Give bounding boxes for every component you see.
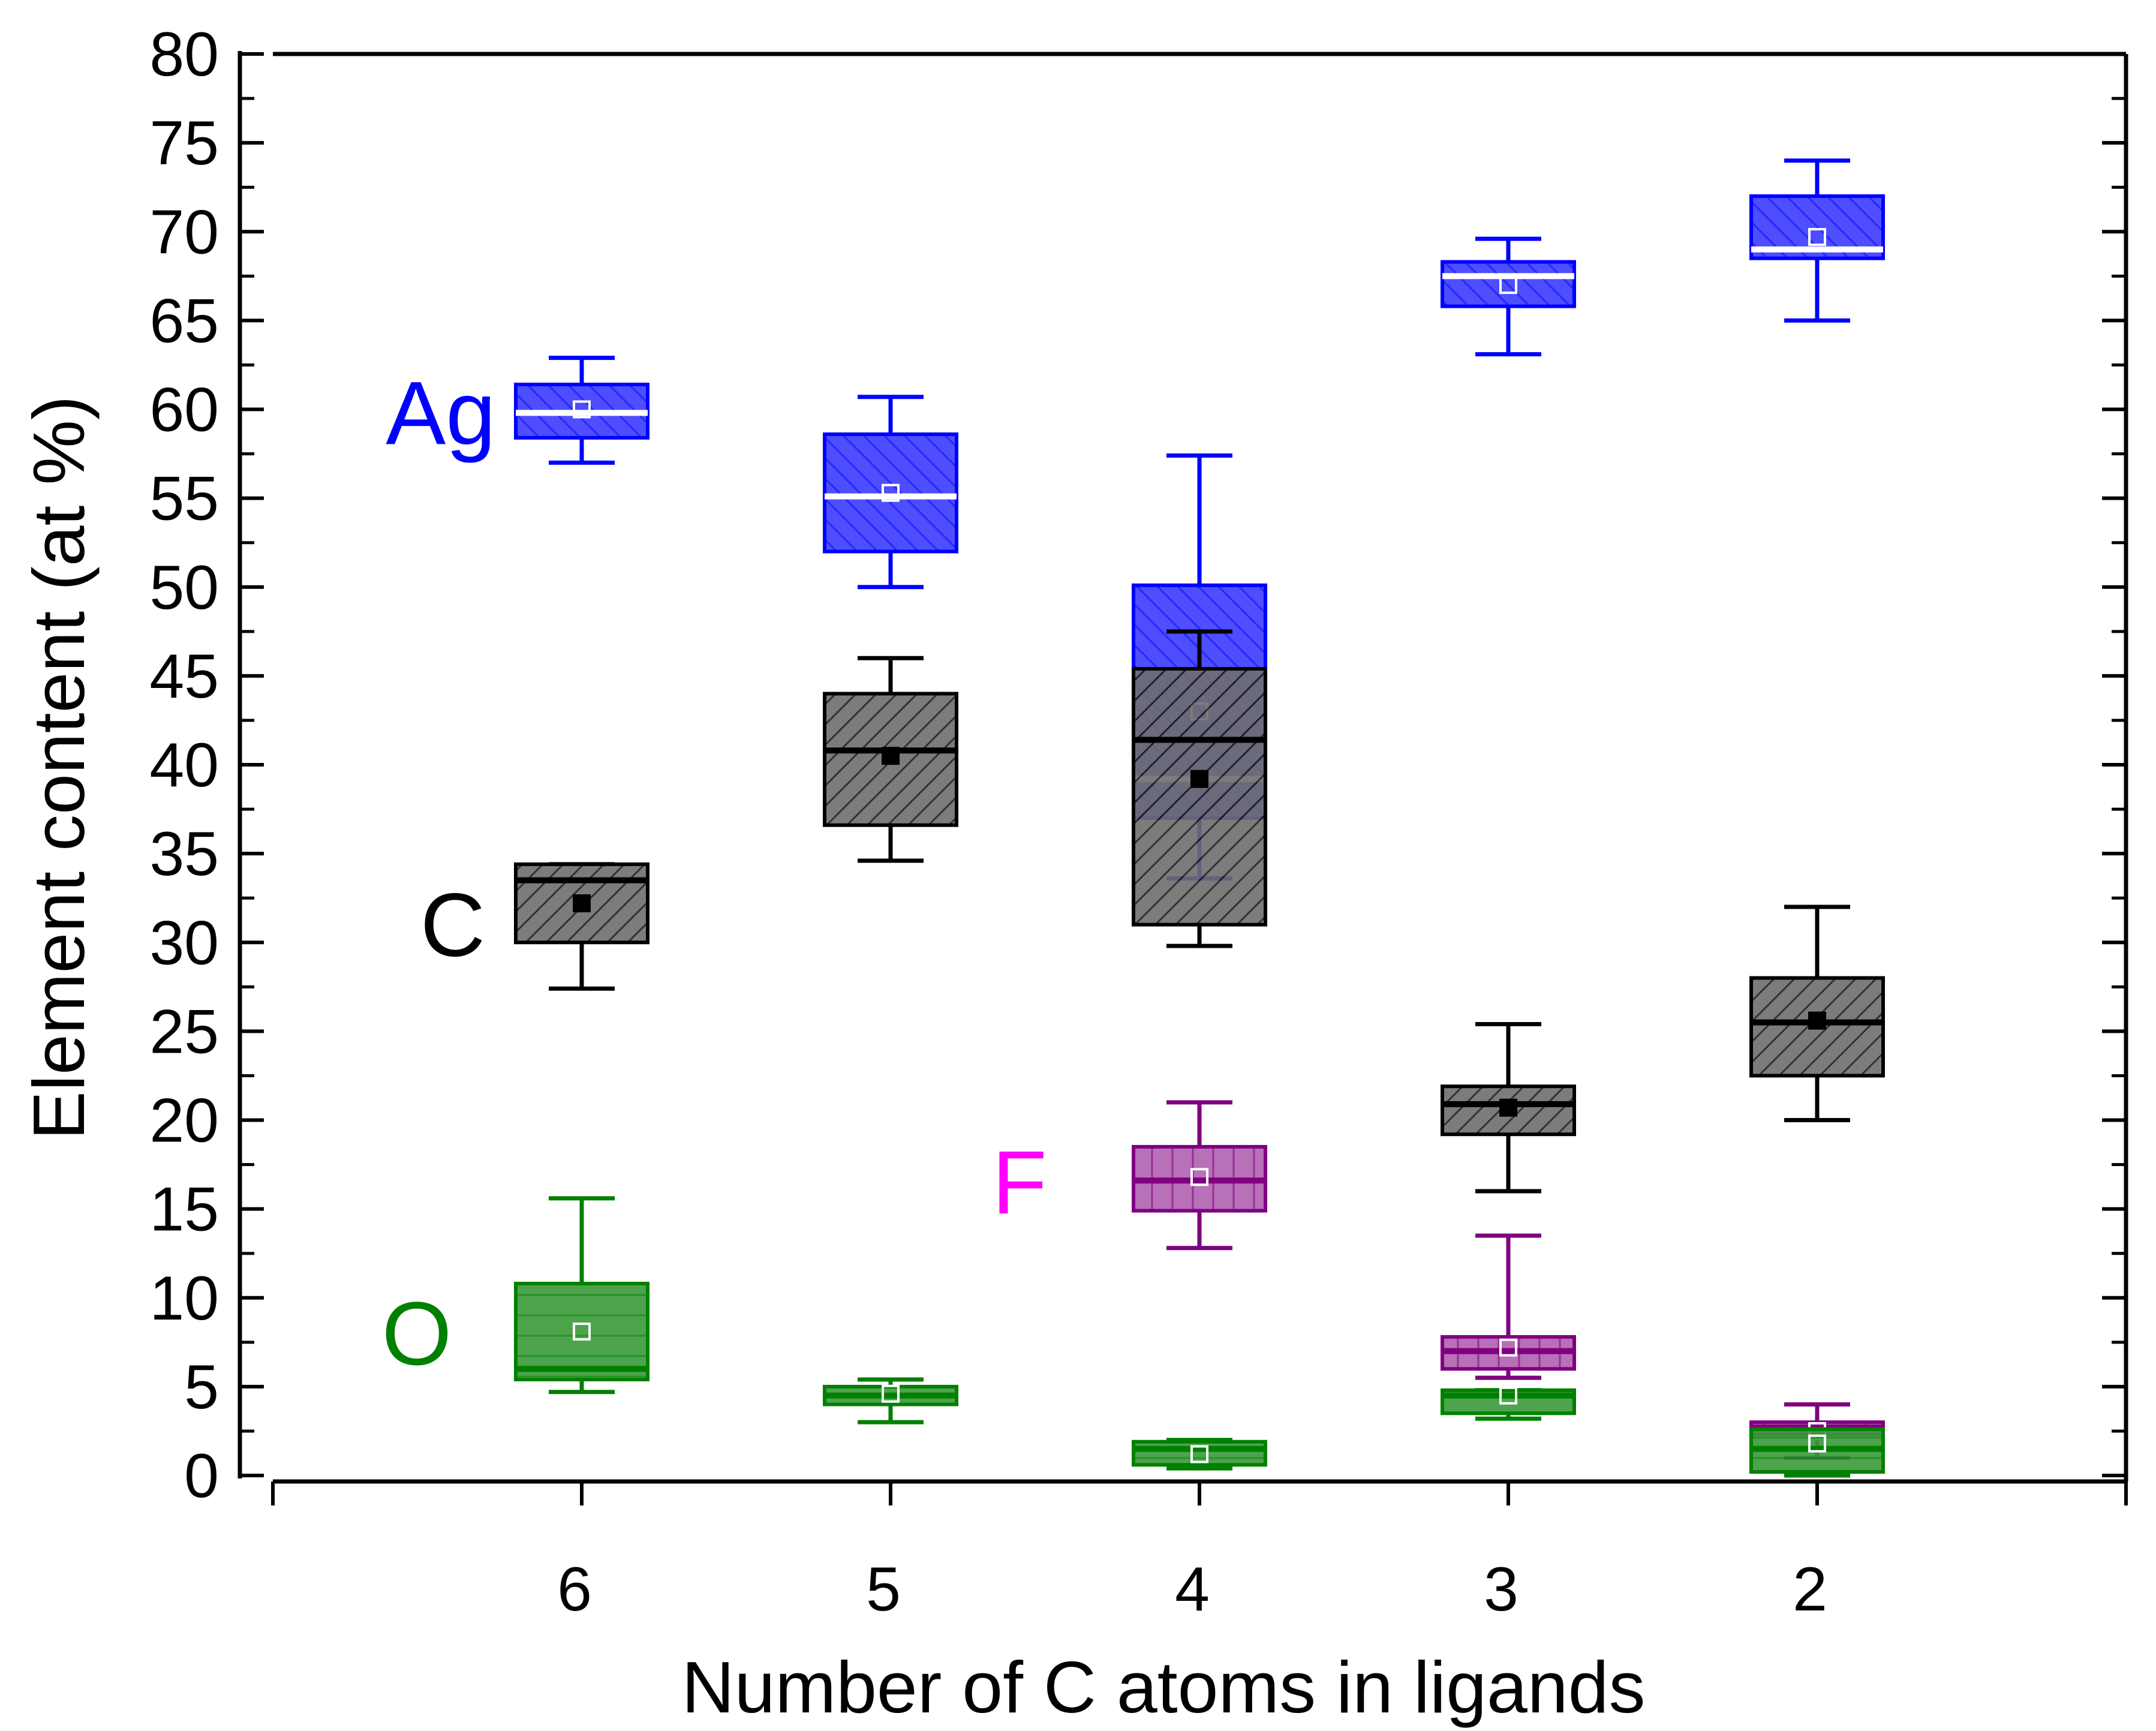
mean-marker [1808, 1434, 1826, 1453]
y-tick-label: 65 [149, 286, 219, 356]
mean-marker [573, 400, 591, 419]
box-c-4 [1132, 629, 1267, 948]
box-o-6 [514, 1196, 649, 1395]
box-f-4 [1132, 1100, 1267, 1251]
x-tick-label: 5 [866, 1555, 901, 1624]
box-ag-2 [1749, 158, 1885, 323]
box-ag-6 [514, 356, 649, 465]
mean-marker [882, 483, 900, 502]
mean-marker [1499, 1386, 1517, 1405]
mean-marker [1499, 1098, 1517, 1117]
mean-marker [1190, 1168, 1208, 1186]
iqr-box [823, 432, 958, 554]
iqr-box [514, 1282, 649, 1382]
x-tick-label: 4 [1175, 1555, 1210, 1624]
x-tick-label: 3 [1484, 1555, 1518, 1624]
box-o-2 [1749, 1427, 1885, 1478]
y-tick-label: 0 [184, 1441, 219, 1511]
box-ag-3 [1441, 236, 1576, 357]
iqr-box [1132, 667, 1267, 927]
mean-marker [1499, 276, 1517, 294]
box-ag-5 [823, 395, 958, 590]
box-o-3 [1441, 1386, 1576, 1421]
y-tick-label: 15 [149, 1175, 219, 1245]
box-c-5 [823, 656, 958, 863]
x-tick-label: 6 [557, 1555, 592, 1624]
box-c-3 [1441, 1022, 1576, 1194]
element-label-ag: Ag [386, 362, 495, 463]
mean-marker [882, 1384, 900, 1403]
element-label-c: C [420, 874, 485, 975]
box-o-4 [1132, 1438, 1267, 1471]
y-tick-label: 5 [184, 1353, 219, 1422]
y-tick-label: 70 [149, 197, 219, 267]
y-tick-label: 45 [149, 642, 219, 711]
y-tick-label: 55 [149, 464, 219, 534]
iqr-box [823, 692, 958, 827]
y-tick-label: 50 [149, 553, 219, 623]
y-tick-label: 30 [149, 908, 219, 978]
mean-marker [1190, 770, 1208, 788]
y-tick-label: 75 [149, 109, 219, 178]
y-tick-label: 20 [149, 1086, 219, 1156]
mean-marker [1808, 1011, 1826, 1030]
x-axis-title: Number of C atoms in ligands [681, 1646, 1645, 1728]
y-tick-label: 35 [149, 819, 219, 889]
y-tick-label: 10 [149, 1264, 219, 1333]
mean-marker [1190, 1445, 1208, 1463]
mean-marker [1808, 228, 1826, 247]
element-label-f: F [992, 1132, 1047, 1233]
iqr-box [1441, 260, 1576, 308]
box-c-6 [514, 862, 649, 991]
box-o-5 [823, 1377, 958, 1425]
y-tick-label: 80 [149, 20, 219, 89]
y-tick-label: 60 [149, 375, 219, 445]
x-tick-label: 2 [1793, 1555, 1827, 1624]
y-tick-label: 40 [149, 731, 219, 800]
box-f-3 [1441, 1233, 1576, 1380]
y-tick-label: 25 [149, 997, 219, 1066]
box-c-2 [1749, 904, 1885, 1122]
element-label-o: O [382, 1283, 452, 1384]
y-axis-title: Element content (at %) [18, 396, 100, 1140]
mean-marker [882, 747, 900, 765]
mean-marker [573, 894, 591, 913]
mean-marker [573, 1323, 591, 1341]
mean-marker [1499, 1338, 1517, 1357]
